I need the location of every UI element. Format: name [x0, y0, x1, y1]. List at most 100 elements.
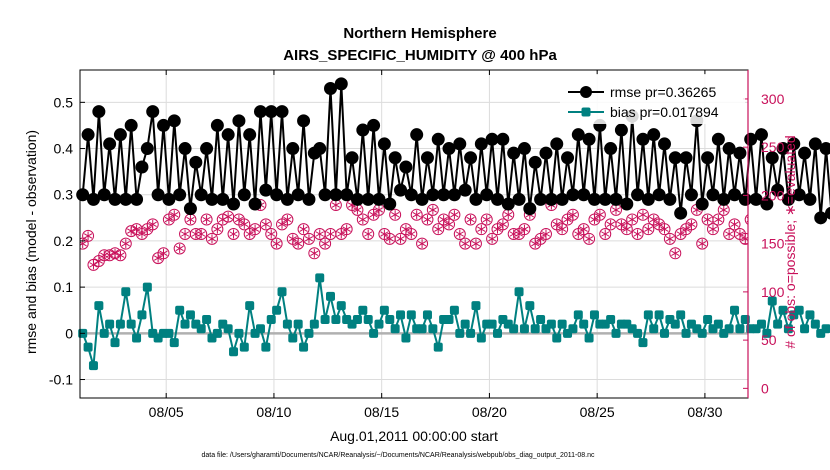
bias-point — [579, 319, 589, 329]
rmse-point — [140, 142, 154, 156]
evaluated-obs-marker — [288, 234, 297, 244]
y-right-tick-label: 300 — [761, 91, 785, 107]
evaluated-obs-marker — [719, 205, 728, 215]
x-tick-label: 08/05 — [149, 404, 184, 420]
evaluated-obs-marker — [197, 229, 206, 239]
y-right-tick-label: 250 — [761, 139, 785, 155]
possible-obs-marker — [480, 213, 493, 226]
rmse-point — [706, 188, 720, 202]
bias-point — [266, 314, 276, 324]
possible-obs-marker — [319, 237, 332, 250]
possible-obs-marker — [308, 247, 321, 260]
bias-point — [142, 282, 152, 292]
bias-point — [530, 324, 540, 334]
bias-point — [519, 324, 529, 334]
evaluated-obs-marker — [504, 210, 513, 220]
bias-point — [778, 305, 788, 315]
rmse-point — [334, 77, 348, 91]
evaluated-obs-marker — [337, 229, 346, 239]
possible-obs-marker — [211, 223, 224, 236]
evaluated-obs-marker — [735, 229, 745, 239]
rmse-point — [415, 192, 429, 206]
rmse-point — [684, 188, 698, 202]
rmse-point — [103, 137, 117, 151]
rmse-point — [501, 197, 515, 211]
evaluated-obs-marker — [170, 210, 179, 220]
rmse-point — [496, 132, 510, 146]
bias-point — [422, 310, 432, 320]
rmse-point — [383, 197, 397, 211]
evaluated-obs-marker — [590, 215, 599, 225]
possible-obs-marker — [469, 237, 482, 250]
possible-obs-marker — [496, 218, 509, 231]
rmse-point — [157, 118, 170, 132]
rmse-point — [297, 114, 311, 128]
evaluated-obs-marker — [434, 224, 443, 234]
bias-point — [805, 310, 815, 320]
evaluated-obs-marker — [671, 248, 680, 258]
x-axis-label: Aug.01,2011 00:00:00 start — [330, 428, 498, 444]
rmse-point — [356, 123, 370, 137]
rmse-point — [264, 105, 278, 119]
rmse-point — [776, 142, 790, 156]
rmse-point — [798, 146, 812, 160]
rmse-point — [539, 146, 553, 160]
evaluated-obs-marker — [121, 239, 130, 249]
bias-point — [649, 324, 659, 334]
possible-obs-marker — [706, 223, 719, 236]
bias-point — [638, 338, 648, 348]
bias-point — [304, 328, 314, 338]
bias-point — [358, 305, 368, 315]
possible-obs-marker — [566, 208, 579, 221]
possible-obs-marker — [157, 247, 170, 260]
rmse-point — [162, 192, 176, 206]
bias-point — [406, 310, 416, 320]
possible-obs-marker — [416, 237, 429, 250]
bias-point — [245, 301, 255, 311]
bias-point — [509, 324, 519, 334]
evaluated-obs-marker — [310, 248, 319, 258]
rmse-point — [173, 188, 187, 202]
rmse-point — [318, 188, 332, 202]
bias-point — [320, 314, 330, 324]
rmse-point — [728, 188, 742, 202]
evaluated-obs-marker — [439, 215, 448, 225]
rmse-point — [663, 192, 677, 206]
rmse-point — [200, 142, 214, 156]
evaluated-obs-marker — [143, 224, 152, 234]
legend-bias-label: bias pr=0.017894 — [610, 104, 719, 120]
evaluated-obs-marker — [541, 229, 551, 239]
bias-point — [455, 328, 465, 338]
rmse-point — [345, 151, 359, 165]
rmse-point — [717, 192, 731, 206]
possible-obs-marker — [739, 232, 748, 245]
legend-box — [560, 74, 745, 124]
bias-point — [288, 333, 298, 343]
rmse-point — [566, 188, 580, 202]
evaluated-obs-marker — [326, 229, 335, 239]
evaluated-obs-marker — [148, 219, 157, 229]
evaluated-obs-marker — [250, 224, 260, 234]
rmse-point — [555, 192, 569, 206]
rmse-point — [733, 146, 747, 160]
possible-obs-marker — [486, 232, 499, 245]
bias-point — [449, 305, 459, 315]
evaluated-obs-marker — [768, 210, 776, 219]
rmse-point — [701, 151, 715, 165]
y-right-tick-label: 150 — [761, 236, 785, 252]
y-right-tick-label: 100 — [761, 284, 785, 300]
possible-obs-marker — [712, 213, 725, 226]
possible-obs-marker — [448, 208, 461, 221]
possible-obs-marker — [761, 219, 772, 230]
rmse-point — [652, 188, 666, 202]
possible-obs-marker — [443, 218, 456, 231]
bias-point — [132, 333, 142, 343]
evaluated-obs-marker — [509, 229, 518, 239]
bias-point — [352, 314, 362, 324]
rmse-point — [679, 151, 693, 165]
evaluated-obs-marker — [649, 215, 658, 225]
possible-obs-marker — [593, 208, 606, 221]
rmse-point — [641, 192, 655, 206]
rmse-point — [237, 188, 251, 202]
bias-point — [385, 314, 395, 324]
